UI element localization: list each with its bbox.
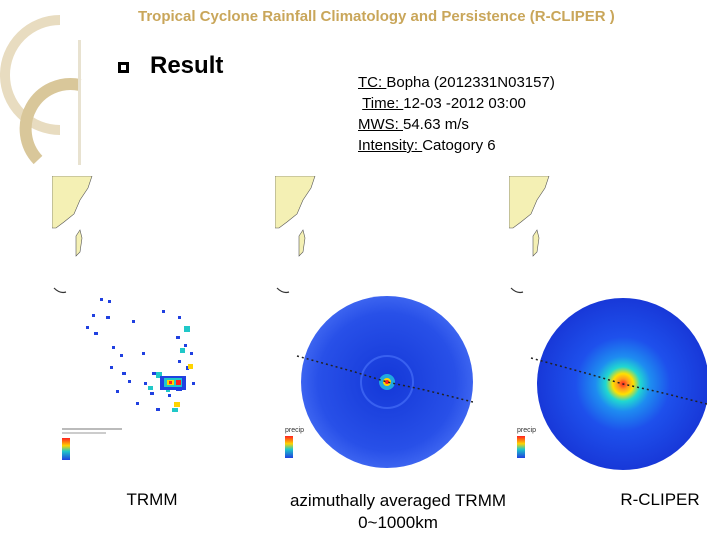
result-heading: Result — [118, 52, 223, 80]
storm-track — [530, 357, 707, 405]
coastline-shape — [52, 176, 93, 229]
trmm-rain-pixels — [86, 298, 195, 412]
mws-label: MWS: — [358, 116, 403, 133]
rcliper-caption: R-CLIPER — [620, 490, 700, 509]
rcliper-map: precip — [509, 176, 707, 470]
square-bullet-icon — [118, 62, 129, 73]
intensity-line: Intensity: Catogory 6 — [358, 135, 555, 156]
time-value: 12-03 -2012 03:00 — [403, 95, 526, 112]
rcliper-map-panel: precip — [509, 176, 707, 470]
decorative-ring-arcs — [0, 15, 82, 165]
tc-line: TC: Bopha (2012331N03157) — [358, 72, 555, 93]
rcliper-rain-disk — [537, 298, 707, 470]
island-shape — [75, 229, 83, 257]
averaged-caption-line1: azimuthally averaged TRMM — [289, 491, 507, 510]
tc-label: TC: — [358, 74, 387, 91]
trmm-caption: TRMM — [126, 490, 178, 509]
storm-info: TC: Bopha (2012331N03157) Time: 12-03 -2… — [358, 72, 555, 156]
averaged-trmm-map-panel: precip — [275, 176, 473, 470]
storm-track — [296, 355, 473, 403]
trmm-legend-colorbar — [62, 438, 70, 460]
averaged-trmm-map: precip — [275, 176, 473, 468]
intensity-label: Intensity: — [358, 137, 423, 154]
time-label: Time: — [362, 95, 404, 112]
mws-value: 54.63 m/s — [403, 116, 469, 133]
averaged-legend-colorbar — [285, 436, 293, 458]
trmm-map — [52, 176, 195, 460]
averaged-trmm-caption: azimuthally averaged TRMM 0~1000km — [270, 490, 526, 534]
intensity-value: Catogory 6 — [422, 137, 496, 154]
rcliper-legend-label: precip — [517, 427, 536, 434]
trmm-map-panel — [52, 176, 250, 470]
averaged-caption-line2: 0~1000km — [358, 513, 438, 532]
averaged-legend-label: precip — [285, 427, 304, 434]
mws-line: MWS: 54.63 m/s — [358, 114, 555, 135]
tc-value: Bopha (2012331N03157) — [386, 74, 555, 91]
time-line: Time: 12-03 -2012 03:00 — [358, 93, 555, 114]
result-label: Result — [150, 52, 224, 79]
slide-title: Tropical Cyclone Rainfall Climatology an… — [138, 8, 615, 25]
rcliper-legend-colorbar — [517, 436, 525, 458]
